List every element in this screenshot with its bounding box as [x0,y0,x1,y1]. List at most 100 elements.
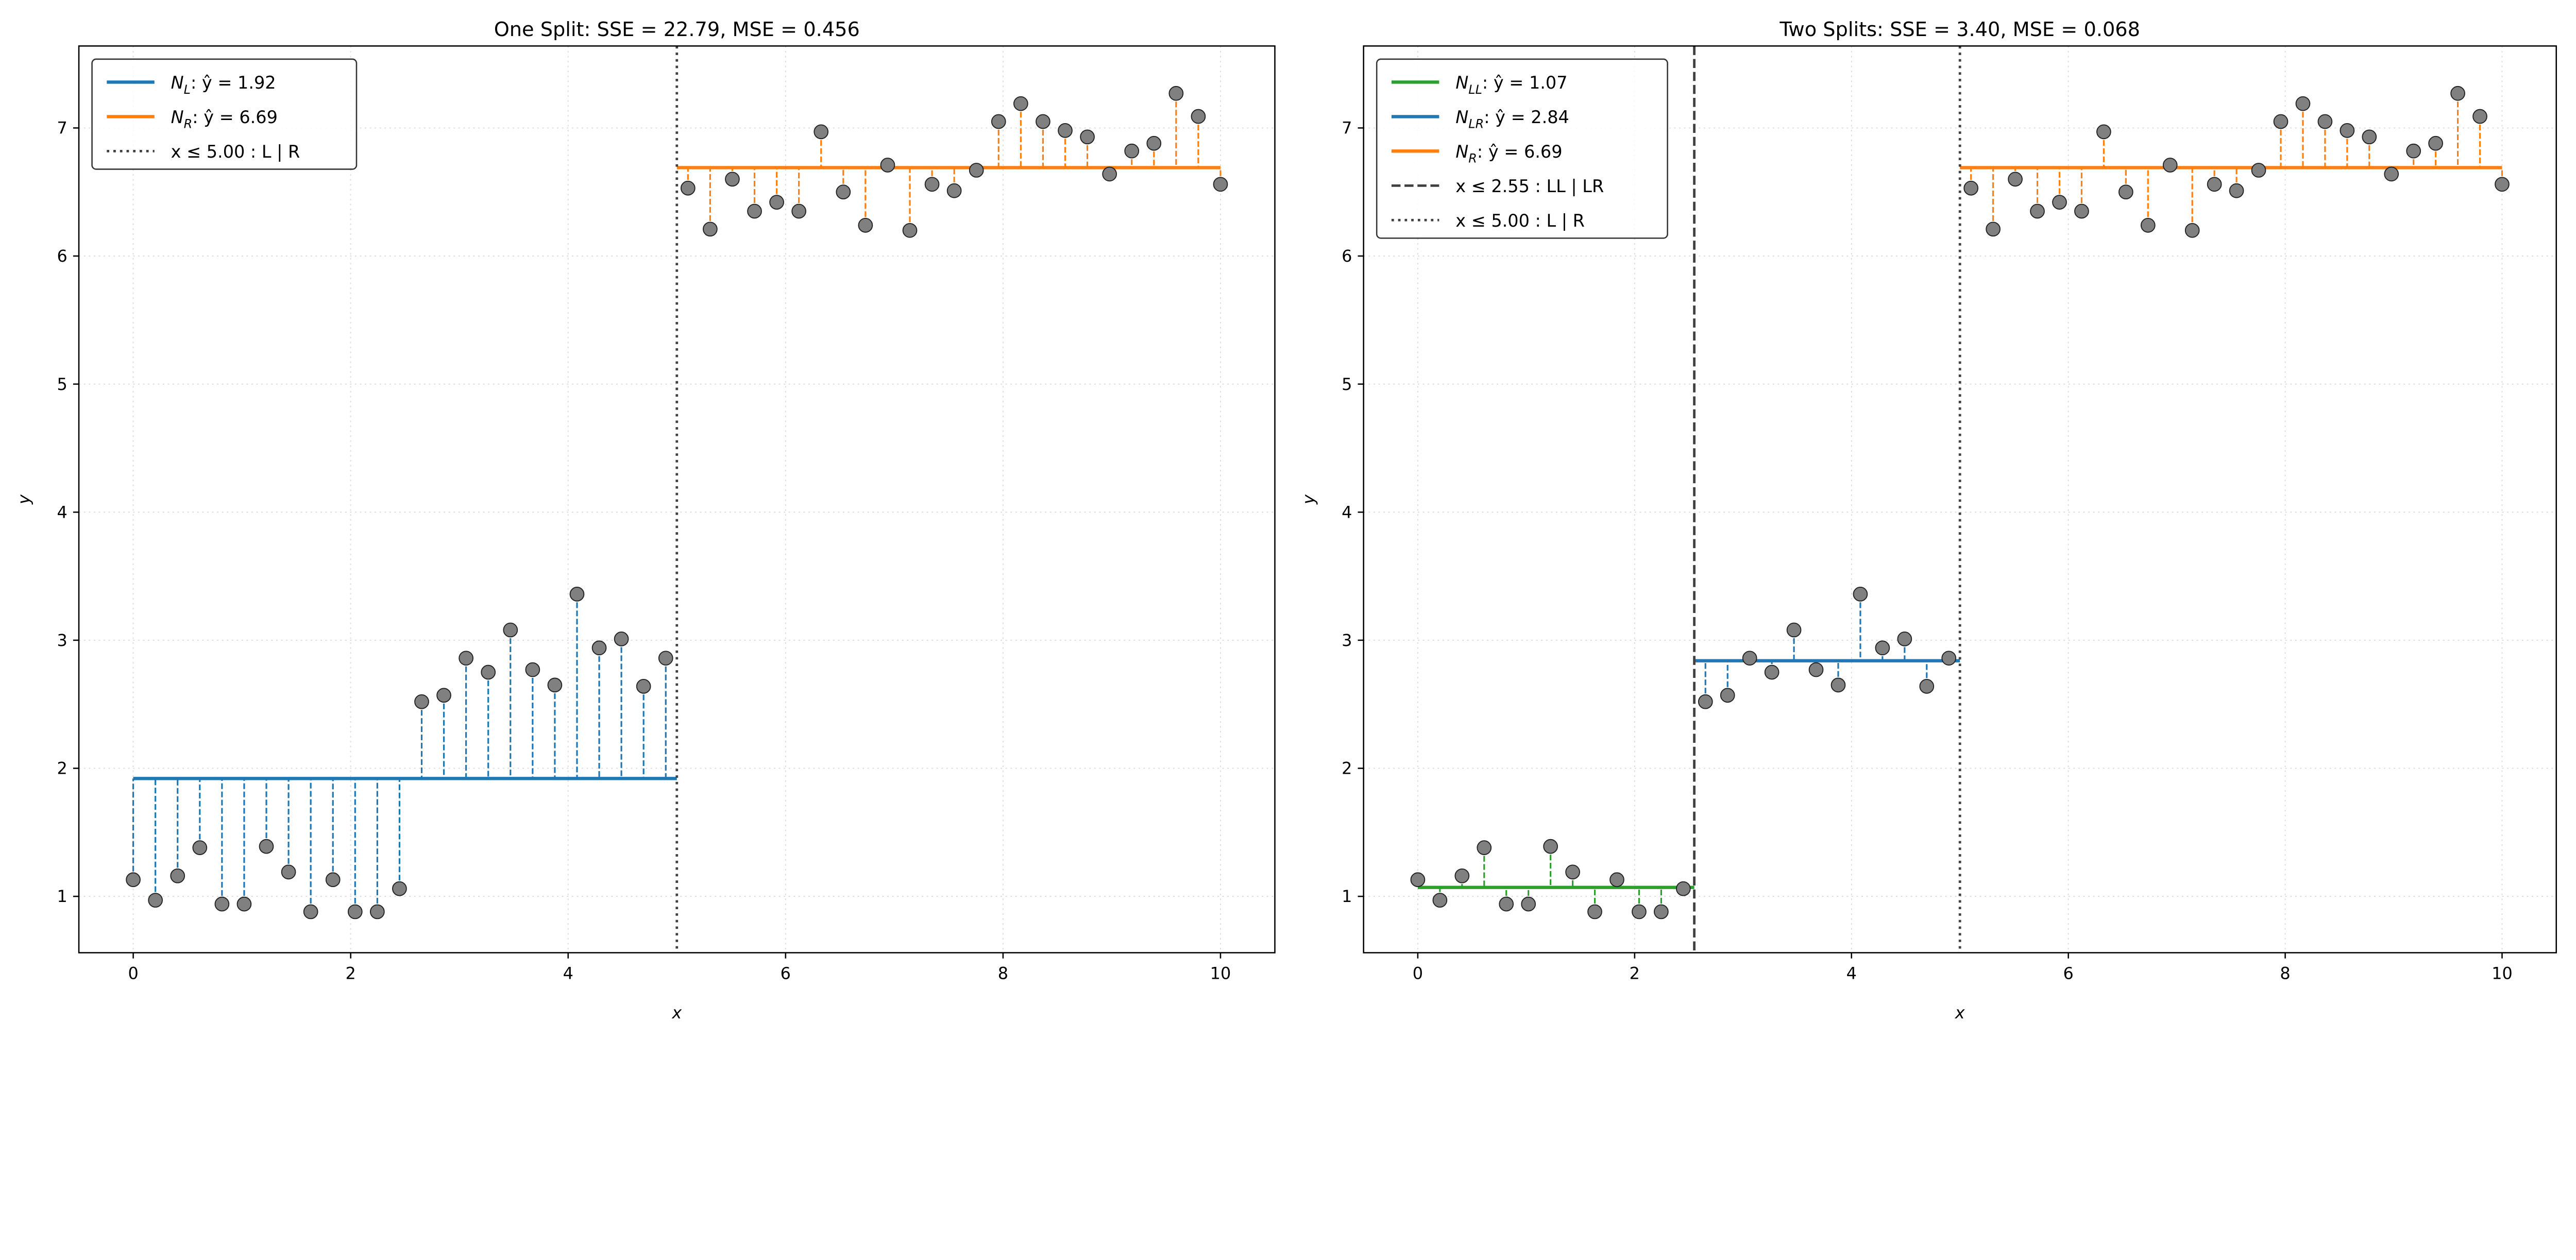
y-axis-label: y [1299,494,1318,505]
data-point [2140,217,2156,233]
data-point [126,872,141,888]
x-tick-label: 10 [2492,963,2513,983]
x-tick-label: 8 [998,963,1008,983]
data-point [769,195,784,210]
legend-label: x ≤ 5.00 : L | R [1455,211,1585,231]
legend-label: NR: ŷ = 6.69 [1455,142,1562,166]
data-point [1963,180,1979,196]
x-tick-label: 10 [1210,963,1231,983]
y-tick-label: 3 [1342,631,1352,650]
data-point [1102,166,1117,182]
data-point [1853,587,1868,602]
data-point [236,896,252,912]
data-point [392,881,407,896]
data-point [192,840,208,855]
data-point [1454,868,1470,883]
data-point [1521,896,1536,912]
data-point [2074,203,2089,219]
data-point [1499,896,1514,912]
data-point [1477,840,1492,855]
chart-title: Two Splits: SSE = 3.40, MSE = 0.068 [1779,18,2140,41]
data-point [1036,114,1050,129]
legend: NLL: ŷ = 1.07 NLR: ŷ = 2.84 NR: ŷ = 6.69 x … [1376,58,1668,239]
data-point [503,622,518,638]
data-point [370,904,385,920]
data-point [481,665,496,680]
data-point [858,217,873,233]
data-point [1124,143,1140,159]
data-point [2406,143,2421,159]
data-point [969,163,984,178]
x-tick-label: 6 [781,963,791,983]
data-point [1675,881,1691,896]
y-tick-label: 4 [57,502,67,522]
data-point [1146,135,1162,151]
data-point [1986,222,2001,237]
y-tick-label: 5 [1342,374,1352,394]
axes-frame [1363,45,2557,953]
data-point [1720,688,1735,703]
y-tick-label: 7 [57,118,67,138]
data-point [2096,124,2111,140]
data-point [658,651,673,666]
x-tick-label: 6 [2063,963,2074,983]
data-point [1432,893,1448,908]
data-point [1808,662,1824,677]
data-point [2162,158,2178,173]
data-point [1013,96,1028,111]
data-point [2428,135,2443,151]
data-point [2273,114,2289,129]
x-tick-label: 2 [346,963,356,983]
data-point [2340,123,2355,138]
data-point [1786,622,1802,638]
data-point [2052,195,2067,210]
data-point [2295,96,2311,111]
data-point [747,203,762,219]
y-tick-label: 7 [1342,118,1352,138]
data-point [414,694,429,709]
legend: NL: ŷ = 1.92 NR: ŷ = 6.69 x ≤ 5.00 : L | R [91,58,358,170]
data-point [2008,172,2023,187]
data-point [1632,904,1647,920]
data-point [325,872,341,888]
x-tick-label: 0 [128,963,138,983]
y-tick-label: 3 [57,631,67,650]
axes-frame [78,45,1276,953]
data-point [924,177,940,192]
data-point [902,223,918,238]
data-point [170,868,185,883]
data-point [1875,640,1890,656]
data-point [259,839,274,854]
data-point [2362,129,2377,145]
data-point [525,662,540,677]
data-point [1941,651,1957,666]
legend-label: NLL: ŷ = 1.07 [1455,73,1567,97]
data-point [725,172,740,187]
data-point [1831,677,1846,693]
data-point [281,864,296,880]
data-point [1213,177,1228,192]
data-point [547,677,563,693]
data-point [614,632,629,646]
data-point [636,679,651,694]
legend-label: NR: ŷ = 6.69 [171,107,278,131]
data-point [2384,166,2399,182]
data-point [569,587,585,602]
data-point [1565,864,1580,880]
y-tick-label: 1 [57,887,67,906]
data-point [1587,904,1602,920]
x-axis-label: x [671,1003,682,1023]
data-point [1897,632,1912,646]
y-tick-label: 6 [1342,246,1352,266]
data-point [1742,651,1757,666]
legend-box [91,58,358,170]
y-tick-label: 2 [57,759,67,778]
data-point [814,124,829,140]
data-point [1168,86,1184,101]
data-point [303,904,318,920]
chart-title: One Split: SSE = 22.79, MSE = 0.456 [494,18,860,41]
x-axis-label: x [1955,1003,1965,1023]
data-point [1764,665,1780,680]
